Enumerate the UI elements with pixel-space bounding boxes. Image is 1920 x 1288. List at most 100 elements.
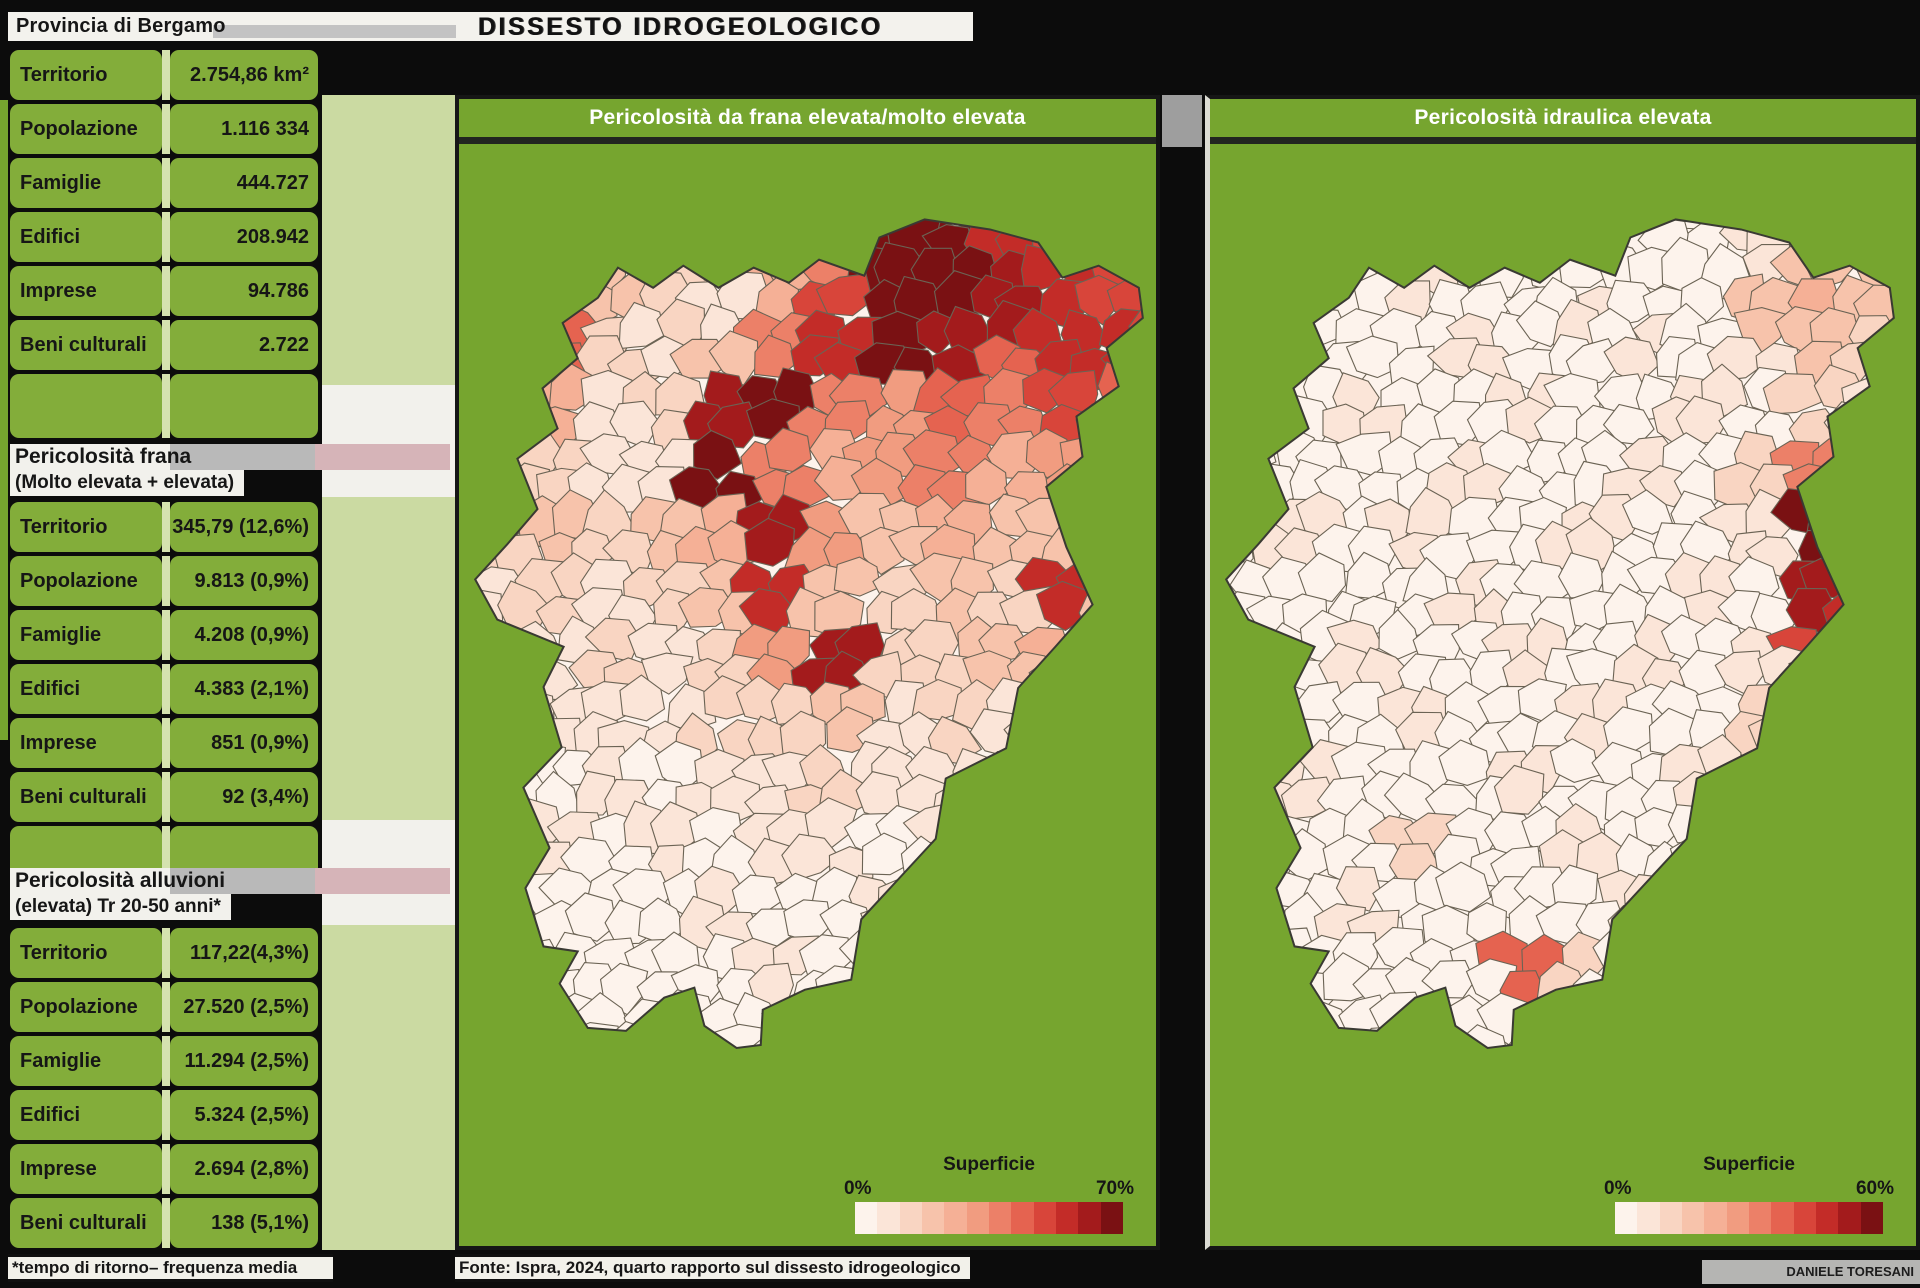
municipality-cell xyxy=(1877,219,1894,236)
municipality-cell xyxy=(475,783,510,832)
municipality-cell xyxy=(1097,563,1143,611)
municipality-cell xyxy=(1129,563,1143,611)
municipality-cell xyxy=(1294,236,1354,287)
stat-label: Imprese xyxy=(10,718,162,768)
municipality-cell xyxy=(1078,656,1129,706)
municipality-cell xyxy=(1815,999,1861,1046)
municipality-cell xyxy=(1868,774,1894,818)
cell-divider xyxy=(162,1036,170,1086)
stat-label: Edifici xyxy=(10,664,162,714)
municipality-cell xyxy=(1445,219,1503,236)
stat-value: 444.727 xyxy=(170,158,318,208)
municipality-cell xyxy=(781,833,841,882)
municipality-cell xyxy=(1022,682,1072,730)
section-header-frana: Pericolosità frana (Molto elevata + elev… xyxy=(10,444,450,496)
municipality-cell xyxy=(1318,1029,1376,1048)
municipality-cell xyxy=(475,867,481,910)
municipality-cell xyxy=(1881,494,1894,549)
stat-label: Famiglie xyxy=(10,158,162,208)
municipality-cell xyxy=(1438,739,1493,787)
municipality-cell xyxy=(1105,906,1143,953)
municipality-cell xyxy=(1133,219,1143,235)
municipality-cell xyxy=(983,800,1027,855)
municipality-cell xyxy=(875,219,933,224)
stat-value: 94.786 xyxy=(170,266,318,316)
municipality-cell xyxy=(608,219,653,266)
municipality-cell xyxy=(1109,777,1143,818)
municipality-cell xyxy=(750,223,793,268)
municipality-cell xyxy=(825,219,873,261)
municipality-cell xyxy=(1889,429,1894,479)
municipality-cell xyxy=(498,967,551,1013)
municipality-cell xyxy=(1044,1022,1094,1048)
municipality-cell xyxy=(1296,219,1344,243)
cell-divider xyxy=(162,320,170,370)
municipality-cell xyxy=(988,219,1040,225)
municipality-cell xyxy=(1853,617,1894,667)
stats-table-frana: Territorio 345,79 (12,6%) Popolazione 9.813… xyxy=(10,502,318,894)
filler-cell xyxy=(10,374,162,438)
stat-value: 27.520 (2,5%) xyxy=(170,982,318,1032)
table-row: Territorio 117,22(4,3%) xyxy=(10,928,318,978)
table-row: Imprese 94.786 xyxy=(10,266,318,316)
municipality-cell xyxy=(1827,219,1884,257)
municipality-cell xyxy=(1059,436,1112,486)
municipality-cell xyxy=(475,841,484,891)
cell-divider xyxy=(162,1144,170,1194)
municipality-cell xyxy=(856,1030,909,1048)
municipality-cell xyxy=(1051,814,1109,861)
table-row: Popolazione 9.813 (0,9%) xyxy=(10,556,318,606)
municipality-cell xyxy=(1083,617,1140,664)
municipality-cell xyxy=(692,219,751,239)
municipality-cell xyxy=(967,766,1014,816)
map-panel-frana: Pericolosità da frana elevata/molto elev… xyxy=(455,95,1160,1250)
municipality-cell xyxy=(1120,533,1143,575)
municipality-cell xyxy=(1843,428,1894,483)
choropleth-map-idraulica xyxy=(1224,218,1895,1050)
municipality-cell xyxy=(555,221,609,262)
municipality-cell xyxy=(1076,906,1125,948)
map-title-frana: Pericolosità da frana elevata/molto elev… xyxy=(459,99,1156,144)
municipality-cell xyxy=(904,934,959,988)
municipality-cell xyxy=(1587,986,1634,1033)
municipality-cell xyxy=(1875,617,1894,673)
municipality-cell xyxy=(1255,1017,1303,1048)
stat-value: 851 (0,9%) xyxy=(170,718,318,768)
municipality-cell xyxy=(1605,967,1666,1014)
stat-label: Edifici xyxy=(10,1090,162,1140)
municipality-cell xyxy=(631,219,687,269)
municipality-cell xyxy=(1259,927,1318,972)
municipality-cell xyxy=(1119,473,1143,522)
municipality-cell xyxy=(1059,736,1105,785)
municipality-cell xyxy=(1386,1030,1445,1048)
municipality-cell xyxy=(1842,219,1894,230)
table-filler-row xyxy=(10,374,318,438)
municipality-cell xyxy=(1031,771,1088,820)
panel-gap-gray-block xyxy=(1162,95,1202,147)
municipality-cell xyxy=(1226,834,1263,887)
municipality-cell xyxy=(1116,839,1143,886)
stat-label: Famiglie xyxy=(10,610,162,660)
municipality-cell xyxy=(1646,1025,1698,1048)
legend-color-scale xyxy=(855,1202,1123,1234)
municipality-cell xyxy=(1246,273,1301,324)
municipality-cell xyxy=(1320,219,1369,263)
municipality-cell xyxy=(1019,219,1076,225)
municipality-cell xyxy=(1805,807,1858,854)
municipality-cell xyxy=(1493,764,1545,815)
municipality-cell xyxy=(1827,837,1881,891)
municipality-cell xyxy=(1058,499,1107,551)
municipality-cell xyxy=(1742,809,1793,858)
municipality-cell xyxy=(963,1019,1017,1048)
municipality-cell xyxy=(1882,367,1894,414)
municipality-cell xyxy=(663,219,710,229)
municipality-cell xyxy=(592,219,643,229)
municipality-cell xyxy=(1260,993,1317,1034)
municipality-cell xyxy=(1141,875,1143,921)
municipality-cell xyxy=(1335,866,1381,912)
municipality-cell xyxy=(508,315,561,357)
stat-label: Territorio xyxy=(10,502,162,552)
municipality-cell xyxy=(1776,993,1822,1045)
municipality-cell xyxy=(564,892,617,942)
municipality-cell xyxy=(1838,867,1894,915)
